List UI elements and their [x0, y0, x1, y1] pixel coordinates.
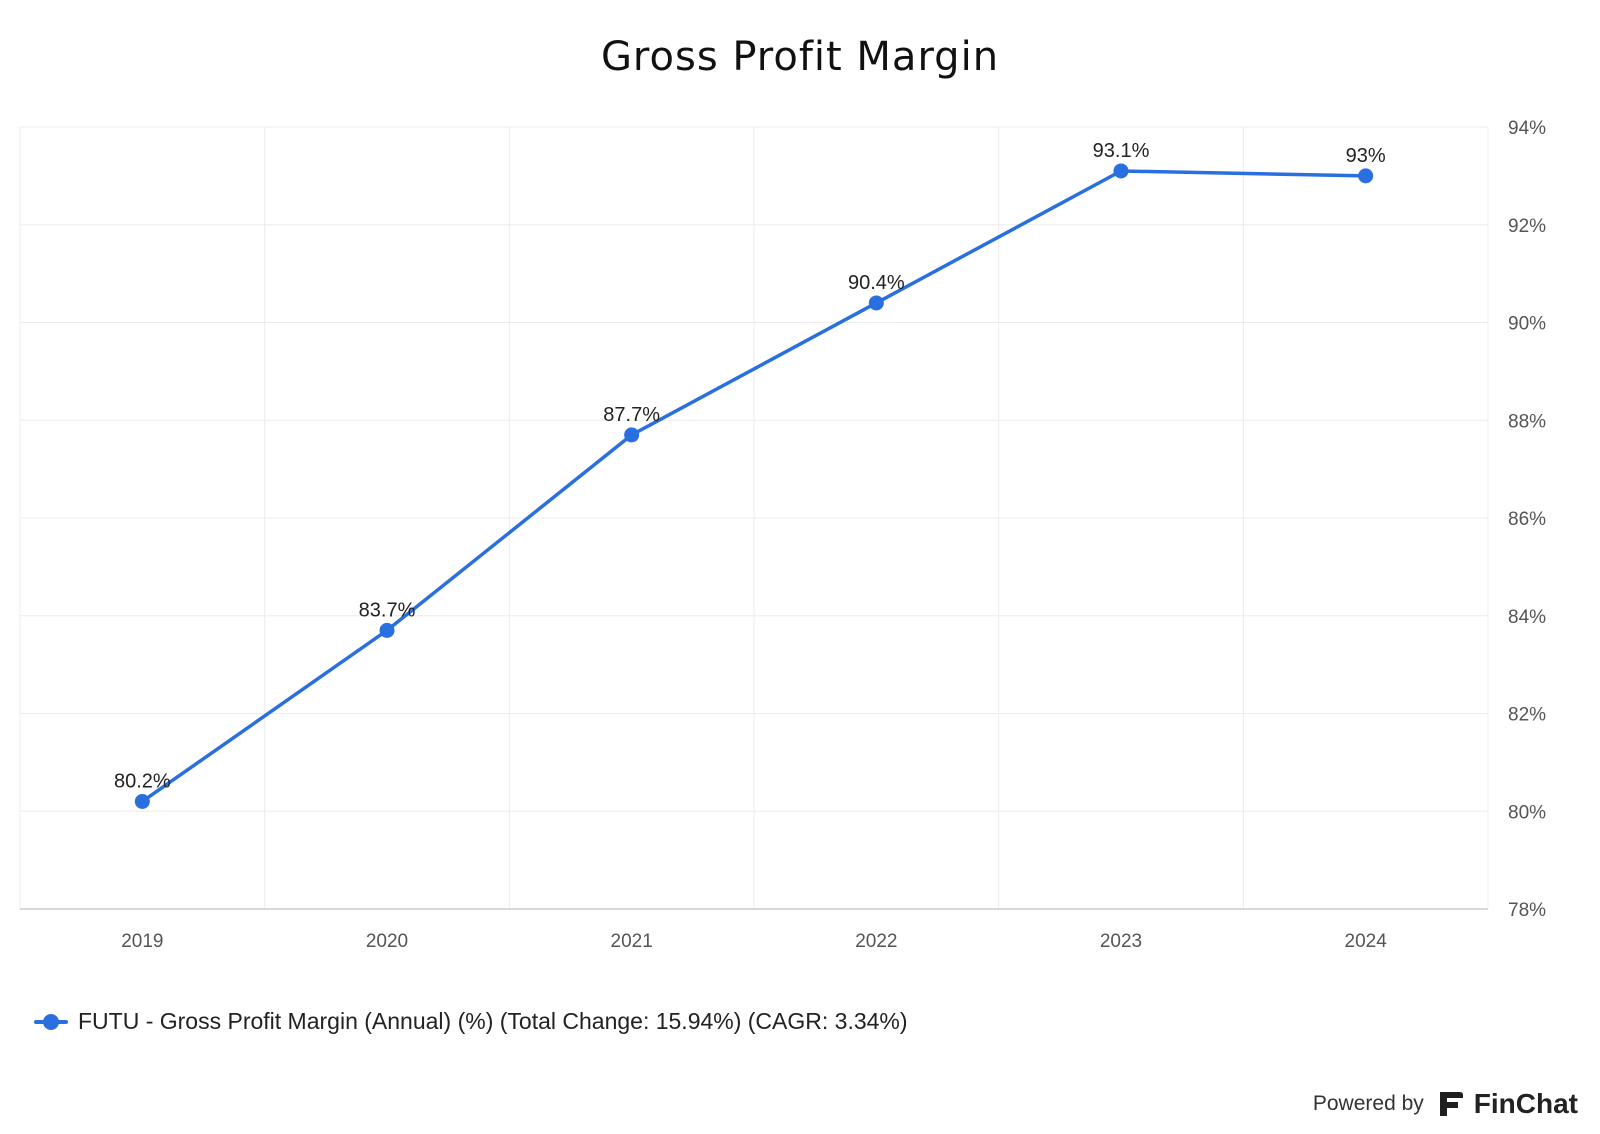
x-tick-label: 2020: [366, 931, 408, 952]
series-line-path: [140, 169, 1368, 804]
y-tick-label: 80%: [1508, 802, 1546, 823]
y-tick-label: 92%: [1508, 216, 1546, 237]
powered-by-label: Powered by: [1312, 1092, 1424, 1115]
finchat-logo-icon: [1439, 1092, 1463, 1116]
x-tick-label: 2021: [611, 931, 653, 952]
y-tick-label: 78%: [1508, 900, 1546, 921]
finchat-brand-name: FinChat: [1473, 1088, 1578, 1119]
line-chart: 78% 80% 82% 84% 86% 88% 90% 92% 94% 2019 2020 2021 2…: [19, 118, 1546, 952]
y-tick-label: 86%: [1508, 509, 1546, 530]
data-labels: 80.2% 83.7% 87.7% 90.4% 93.1% 93%: [114, 140, 1386, 792]
legend-label: FUTU - Gross Profit Margin (Annual) (%) …: [78, 1008, 908, 1034]
finchat-logo[interactable]: FinChat: [1436, 1088, 1578, 1120]
axes: 78% 80% 82% 84% 86% 88% 90% 92% 94% 2019 2020 2021 2…: [20, 118, 1546, 952]
chart-title: Gross Profit Margin: [600, 34, 1000, 80]
legend-marker-icon: [34, 1013, 68, 1030]
data-label: 93.1%: [1093, 140, 1150, 162]
data-label: 87.7%: [603, 404, 660, 426]
y-tick-label: 90%: [1508, 314, 1546, 335]
x-tick-label: 2019: [121, 931, 163, 952]
data-point[interactable]: [624, 427, 640, 443]
data-label: 90.4%: [848, 272, 905, 294]
data-point[interactable]: [868, 295, 884, 311]
legend[interactable]: FUTU - Gross Profit Margin (Annual) (%) …: [34, 1008, 908, 1035]
data-point[interactable]: [1358, 168, 1374, 184]
data-point[interactable]: [134, 793, 150, 809]
data-point[interactable]: [1113, 163, 1129, 179]
y-tick-label: 84%: [1508, 607, 1546, 628]
series-line: [134, 163, 1374, 809]
branding: Powered by FinChat: [1313, 1088, 1578, 1120]
y-tick-label: 94%: [1508, 118, 1546, 139]
x-tick-label: 2022: [855, 931, 897, 952]
data-label: 80.2%: [114, 770, 171, 792]
grid-lines: [19, 126, 1489, 909]
legend-marker-dot: [43, 1013, 59, 1030]
x-tick-label: 2023: [1100, 931, 1142, 952]
data-label: 83.7%: [359, 599, 416, 621]
y-tick-label: 88%: [1508, 411, 1546, 432]
y-tick-label: 82%: [1508, 705, 1546, 726]
x-tick-label: 2024: [1345, 931, 1388, 952]
data-point[interactable]: [379, 622, 395, 638]
data-label: 93%: [1346, 145, 1386, 167]
